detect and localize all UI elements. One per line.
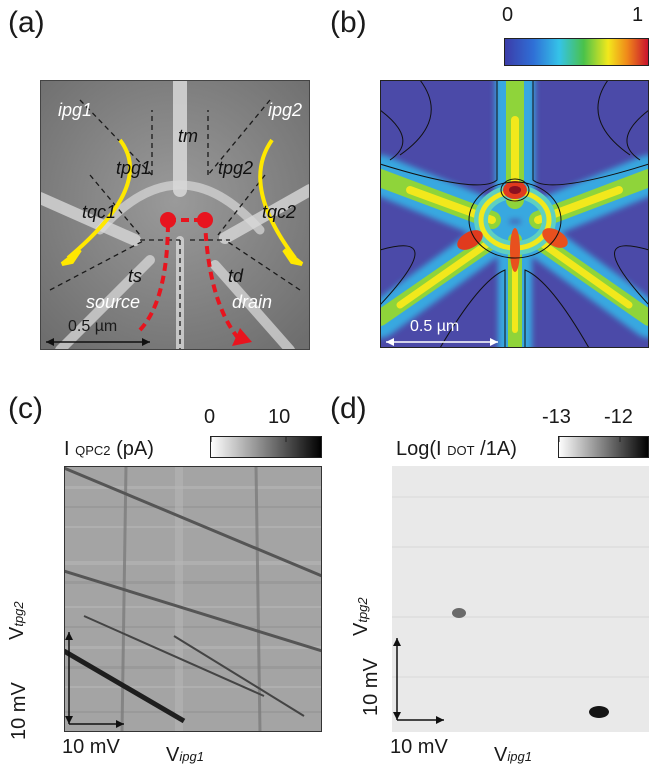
panel-c-colorbar-max: 10 xyxy=(268,406,291,428)
panel-d-xlabel: Vipg1 xyxy=(494,744,532,767)
label-td: td xyxy=(228,266,244,286)
panel-d-ylabel: Vtpg2 xyxy=(350,597,373,636)
panel-d-ylabel-sub: tpg2 xyxy=(355,597,370,623)
panel-c-xlabel-sub: ipg1 xyxy=(179,749,204,764)
panel-d-blob-lower xyxy=(589,706,609,718)
panel-d-quantity-label: Log(I DOT /1A) xyxy=(396,438,517,461)
panel-c-ylabel: Vtpg2 xyxy=(6,601,29,640)
panel-d-colorbar-max: -12 xyxy=(604,406,633,428)
panel-d-quantity-sub: DOT xyxy=(447,443,475,458)
panel-a-sem-image xyxy=(40,80,310,350)
label-ts: ts xyxy=(128,266,143,286)
panel-b-potential-map xyxy=(380,80,649,348)
label-tpg1: tpg1 xyxy=(116,158,152,178)
panel-c-letter: (c) xyxy=(8,392,43,425)
panel-d-colorbar xyxy=(558,436,649,458)
panel-c-quantity-sub: QPC2 xyxy=(75,443,111,458)
label-ipg1: ipg1 xyxy=(58,100,93,120)
yellow-arrow-right xyxy=(258,138,297,260)
panel-c-scale-arrows xyxy=(65,632,124,728)
panel-d-blob-upper xyxy=(452,608,466,618)
panel-c-map xyxy=(64,466,322,732)
panel-d-scale-arrows xyxy=(393,638,444,724)
panel-c-colorbar xyxy=(210,436,322,458)
label-tqc1: tqc1 xyxy=(82,202,117,222)
panel-c-quantity-label: I QPC2 (pA) xyxy=(64,438,154,461)
panel-d-xlabel-main: V xyxy=(494,744,508,766)
panel-c-y-scale: 10 mV xyxy=(8,682,30,740)
panel-c-x-scale: 10 mV xyxy=(62,736,120,758)
panel-d-unit: /1A) xyxy=(480,438,517,460)
panel-b-colorbar xyxy=(504,38,649,66)
panel-a-scale-label: 0.5 µm xyxy=(68,318,118,335)
panel-d-xlabel-sub: ipg1 xyxy=(507,749,532,764)
label-ipg2: ipg2 xyxy=(268,100,303,120)
label-tqc2: tqc2 xyxy=(262,202,297,222)
panel-c-xlabel: Vipg1 xyxy=(166,744,204,767)
label-tm: tm xyxy=(178,126,198,146)
panel-d-map xyxy=(392,466,649,732)
panel-d-letter: (d) xyxy=(330,392,367,425)
panel-d-ylabel-main: V xyxy=(350,622,372,636)
panel-d-x-scale: 10 mV xyxy=(390,736,448,758)
panel-d-quantity: Log(I xyxy=(396,438,442,460)
panel-b-letter: (b) xyxy=(330,6,367,39)
panel-c-quantity: I xyxy=(64,438,70,460)
panel-b-colorbar-min: 0 xyxy=(502,4,514,26)
panel-c-ylabel-sub: tpg2 xyxy=(11,601,26,627)
panel-c-xlabel-main: V xyxy=(166,744,180,766)
panel-b-colorbar-max: 1 xyxy=(632,4,644,26)
label-tpg2: tpg2 xyxy=(218,158,254,178)
label-source: source xyxy=(86,292,141,312)
panel-a-letter: (a) xyxy=(8,6,45,39)
label-drain: drain xyxy=(232,292,273,312)
panel-d-colorbar-min: -13 xyxy=(542,406,571,428)
panel-b-scale-label: 0.5 µm xyxy=(410,318,460,335)
yellow-arrow-left xyxy=(66,138,132,260)
panel-d-y-scale: 10 mV xyxy=(360,658,382,716)
panel-c-unit: (pA) xyxy=(116,438,154,460)
panel-c-ylabel-main: V xyxy=(6,626,28,640)
panel-c-colorbar-min: 0 xyxy=(204,406,216,428)
